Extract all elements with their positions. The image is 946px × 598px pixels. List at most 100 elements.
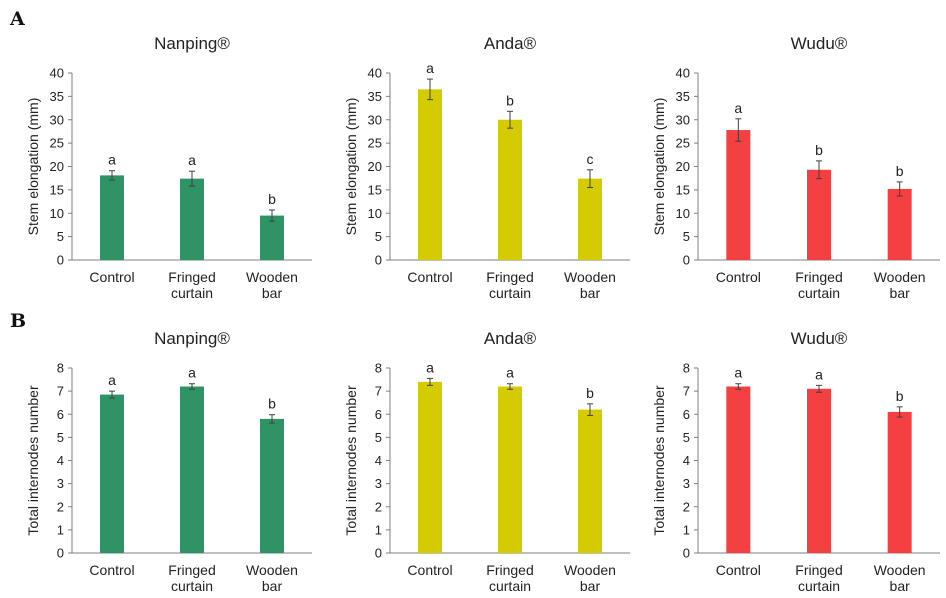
y-tick-label: 35 (676, 89, 690, 104)
significance-label: a (426, 60, 434, 76)
y-tick-label: 10 (50, 206, 64, 221)
panel-label-a: A (9, 8, 25, 30)
panel-label-b: B (10, 310, 26, 332)
category-label: Control (716, 269, 761, 285)
category-label: curtain (798, 578, 840, 594)
category-label: curtain (489, 285, 531, 301)
category-label: Wooden (564, 269, 616, 285)
y-tick-label: 4 (57, 453, 64, 468)
y-tick-label: 4 (683, 453, 690, 468)
bar (180, 178, 204, 260)
y-tick-label: 0 (375, 253, 382, 268)
chart-5: Anda® Total internodes number 0 1 2 3 4 5 6 7 8 a Co… (343, 329, 630, 594)
y-tick-label: 5 (683, 430, 690, 445)
charts-group: Nanping®Stem elongation (mm)051015202530… (25, 34, 940, 594)
chart-title: Nanping® (154, 34, 230, 53)
y-tick-label: 6 (57, 407, 64, 422)
y-axis-title: Stem elongation (mm) (651, 98, 667, 236)
chart-4: Nanping® Total internodes number 0 1 2 3 4 5 6 7 8… (25, 329, 312, 594)
significance-label: a (426, 359, 434, 375)
chart-title: Nanping® (154, 329, 230, 348)
y-tick-label: 7 (375, 384, 382, 399)
chart-6: Wudu® Total internodes number 0 1 2 3 4 5 6 7 8 a Co… (651, 329, 940, 594)
significance-label: a (108, 152, 116, 168)
y-tick-label: 35 (368, 89, 382, 104)
y-tick-label: 20 (676, 159, 690, 174)
significance-label: b (896, 163, 904, 179)
bar (807, 169, 831, 260)
category-label: Wooden (246, 562, 298, 578)
category-label: curtain (171, 578, 213, 594)
category-label: Fringed (795, 562, 842, 578)
y-tick-label: 3 (375, 476, 382, 491)
category-label: Wooden (246, 269, 298, 285)
y-tick-label: 2 (683, 499, 690, 514)
chart-title: Anda® (484, 329, 537, 348)
category-label: Control (89, 562, 134, 578)
significance-label: b (896, 388, 904, 404)
y-tick-label: 2 (57, 499, 64, 514)
y-tick-label: 6 (683, 407, 690, 422)
y-tick-label: 30 (50, 112, 64, 127)
y-tick-label: 1 (683, 522, 690, 537)
significance-label: c (587, 151, 594, 167)
y-tick-label: 0 (57, 253, 64, 268)
bar (100, 175, 124, 260)
y-tick-label: 15 (368, 182, 382, 197)
category-label: bar (580, 578, 601, 594)
bar (260, 215, 284, 260)
bar (578, 178, 602, 260)
significance-label: b (586, 385, 594, 401)
y-axis-title: Total internodes number (343, 385, 359, 536)
category-label: Fringed (168, 562, 215, 578)
significance-label: a (506, 365, 514, 381)
significance-label: b (268, 396, 276, 412)
bar (887, 411, 912, 553)
category-label: Control (89, 269, 134, 285)
y-tick-label: 8 (57, 361, 64, 376)
category-label: Control (716, 562, 761, 578)
y-tick-label: 7 (57, 384, 64, 399)
y-tick-label: 35 (50, 89, 64, 104)
y-axis-title: Total internodes number (25, 385, 41, 536)
y-tick-label: 15 (676, 182, 690, 197)
bar (578, 409, 602, 553)
y-tick-label: 0 (57, 546, 64, 561)
y-axis-title: Stem elongation (mm) (343, 98, 359, 236)
significance-label: b (815, 142, 823, 158)
bar (180, 386, 204, 553)
chart-1: Nanping® Stem elongation (mm) 0 5 10 15 20 25 30… (25, 34, 312, 301)
category-label: bar (262, 578, 283, 594)
category-label: bar (262, 285, 283, 301)
y-tick-label: 40 (50, 66, 64, 81)
y-tick-label: 5 (375, 229, 382, 244)
category-label: Wooden (564, 562, 616, 578)
significance-label: a (734, 365, 742, 381)
significance-label: a (815, 366, 823, 382)
y-tick-label: 20 (368, 159, 382, 174)
chart-title: Wudu® (791, 329, 848, 348)
y-tick-label: 1 (57, 522, 64, 537)
y-tick-label: 15 (50, 182, 64, 197)
y-tick-label: 0 (683, 546, 690, 561)
bar (498, 119, 522, 260)
significance-label: b (506, 92, 514, 108)
category-label: bar (580, 285, 601, 301)
significance-label: b (268, 191, 276, 207)
significance-label: a (188, 365, 196, 381)
y-tick-label: 2 (375, 499, 382, 514)
y-tick-label: 40 (676, 66, 690, 81)
y-tick-label: 1 (375, 522, 382, 537)
y-tick-label: 3 (57, 476, 64, 491)
category-label: bar (890, 578, 911, 594)
y-tick-label: 40 (368, 66, 382, 81)
bar (418, 381, 442, 553)
chart-title: Wudu® (791, 34, 848, 53)
category-label: Control (407, 269, 452, 285)
y-tick-label: 3 (683, 476, 690, 491)
category-label: Fringed (486, 562, 533, 578)
category-label: Fringed (168, 269, 215, 285)
y-tick-label: 0 (683, 253, 690, 268)
category-label: Control (407, 562, 452, 578)
